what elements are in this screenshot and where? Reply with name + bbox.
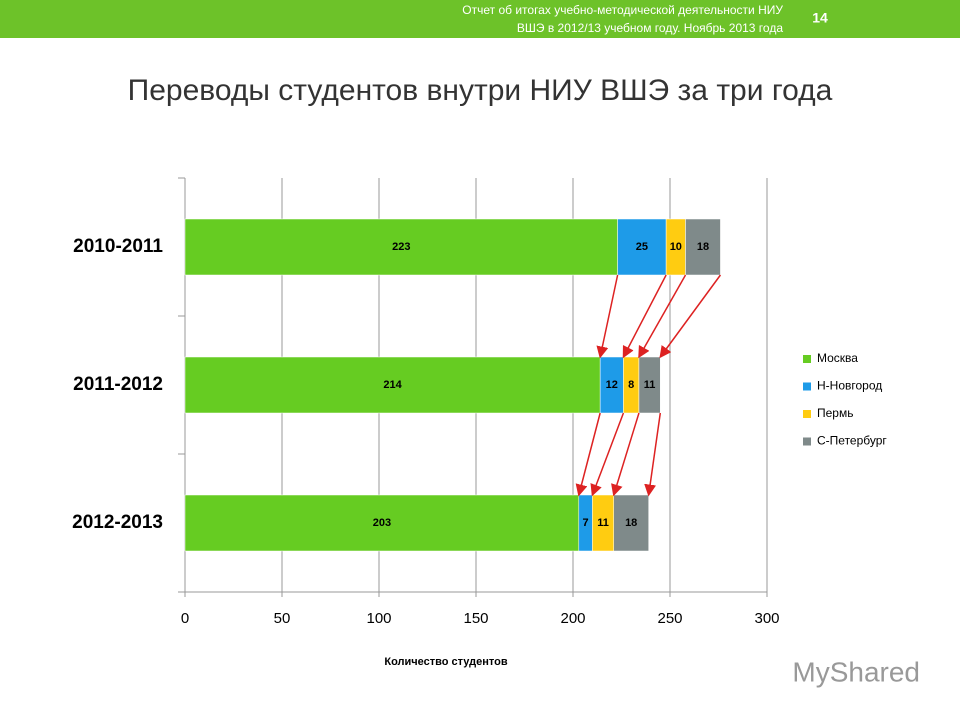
y-tick-label: 2010-2011 [73, 236, 163, 257]
data-label: 18 [697, 241, 709, 253]
x-axis-label: Количество студентов [384, 656, 507, 668]
bar-segment [613, 494, 649, 552]
data-label: 18 [625, 517, 637, 529]
legend-swatch [803, 410, 811, 418]
bar-segment [617, 218, 667, 276]
data-label: 25 [636, 241, 648, 253]
data-label: 11 [597, 517, 609, 529]
x-tick-label: 100 [366, 610, 391, 627]
data-label: 10 [670, 241, 682, 253]
x-tick-label: 0 [181, 610, 189, 627]
x-tick-label: 150 [463, 610, 488, 627]
bar-segment [638, 356, 661, 414]
x-tick-label: 50 [274, 610, 291, 627]
arrow [644, 412, 662, 497]
arrow [596, 274, 619, 359]
legend-swatch [803, 355, 811, 363]
arrow [622, 274, 667, 359]
legend-label: Москва [817, 351, 858, 365]
bar-segment [184, 356, 601, 414]
data-label: 203 [373, 517, 391, 529]
x-tick-label: 250 [657, 610, 682, 627]
legend-label: Н-Новгород [817, 379, 882, 393]
header-bar [0, 0, 960, 38]
arrow [590, 412, 625, 497]
data-label: 214 [383, 379, 402, 391]
bar-segment [184, 218, 618, 276]
arrow [611, 412, 640, 497]
legend-label: С-Петербург [817, 434, 887, 448]
header-line: Отчет об итогах учебно-методической деят… [462, 3, 783, 17]
bar-segment [184, 494, 580, 552]
x-tick-label: 200 [560, 610, 585, 627]
data-label: 12 [606, 379, 618, 391]
watermark: MyShared [792, 656, 920, 687]
arrow [638, 274, 687, 359]
x-tick-label: 300 [754, 610, 779, 627]
y-tick-label: 2011-2012 [73, 374, 163, 395]
header-line: ВШЭ в 2012/13 учебном году. Ноябрь 2013 … [517, 21, 783, 35]
legend-label: Пермь [817, 406, 853, 420]
bar-segment [685, 218, 721, 276]
legend-swatch [803, 382, 811, 391]
arrow [575, 412, 601, 497]
legend-swatch [803, 437, 811, 446]
arrow [659, 274, 722, 359]
data-label: 8 [628, 379, 634, 391]
data-label: 223 [392, 241, 410, 253]
data-label: 7 [583, 517, 589, 529]
y-tick-label: 2012-2013 [72, 512, 163, 533]
data-label: 11 [644, 379, 656, 391]
chart-title: Переводы студентов внутри НИУ ВШЭ за три… [128, 74, 833, 107]
page-number: 14 [812, 10, 828, 26]
